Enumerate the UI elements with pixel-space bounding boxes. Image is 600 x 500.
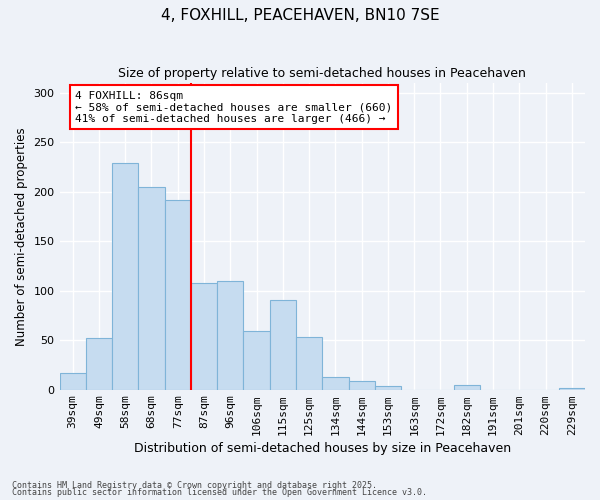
Bar: [322, 377, 349, 390]
Bar: [86, 338, 112, 390]
Bar: [112, 163, 139, 390]
Bar: [375, 386, 401, 390]
Bar: [349, 381, 375, 390]
Text: Contains public sector information licensed under the Open Government Licence v3: Contains public sector information licen…: [12, 488, 427, 497]
Bar: [296, 338, 322, 390]
Bar: [270, 300, 296, 390]
Bar: [164, 200, 191, 390]
Bar: [244, 332, 270, 390]
Bar: [454, 384, 480, 390]
Title: Size of property relative to semi-detached houses in Peacehaven: Size of property relative to semi-detach…: [118, 68, 526, 80]
X-axis label: Distribution of semi-detached houses by size in Peacehaven: Distribution of semi-detached houses by …: [134, 442, 511, 455]
Bar: [59, 373, 86, 390]
Text: 4 FOXHILL: 86sqm
← 58% of semi-detached houses are smaller (660)
41% of semi-det: 4 FOXHILL: 86sqm ← 58% of semi-detached …: [76, 90, 392, 124]
Bar: [559, 388, 585, 390]
Text: Contains HM Land Registry data © Crown copyright and database right 2025.: Contains HM Land Registry data © Crown c…: [12, 480, 377, 490]
Bar: [191, 283, 217, 390]
Y-axis label: Number of semi-detached properties: Number of semi-detached properties: [15, 127, 28, 346]
Bar: [139, 187, 164, 390]
Bar: [217, 281, 244, 390]
Text: 4, FOXHILL, PEACEHAVEN, BN10 7SE: 4, FOXHILL, PEACEHAVEN, BN10 7SE: [161, 8, 439, 22]
